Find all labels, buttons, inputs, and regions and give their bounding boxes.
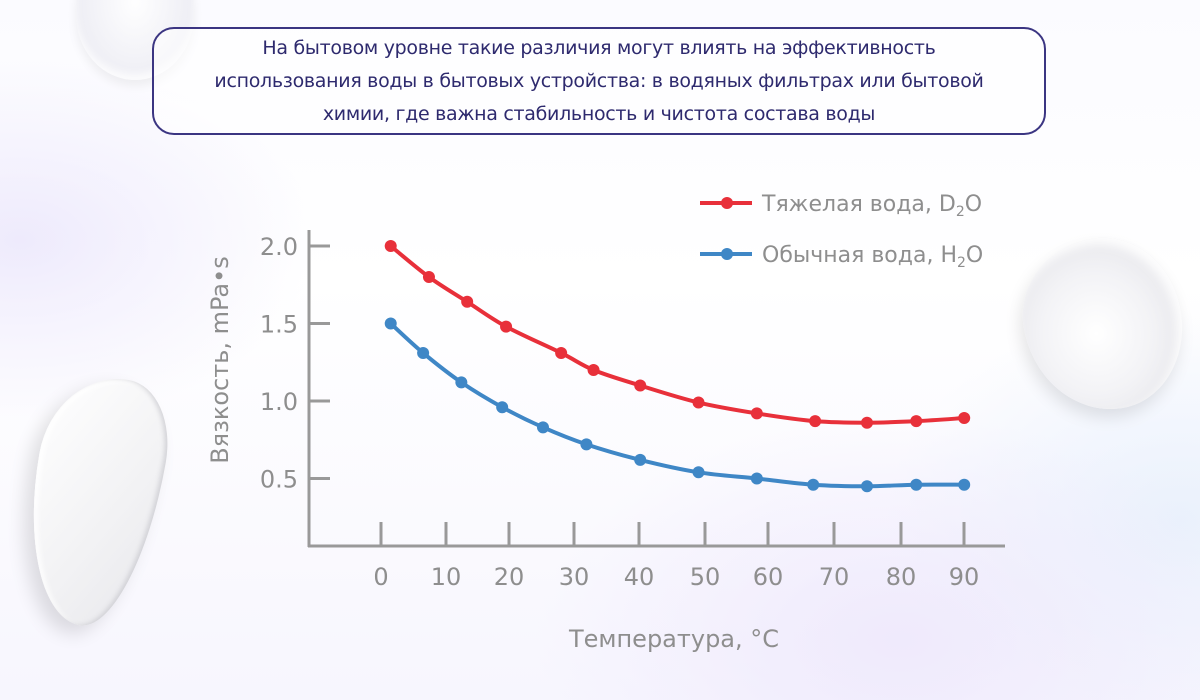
x-tick-label: 30 xyxy=(559,563,590,591)
y-axis-ticks: 0.5 1.0 1.5 2.0 xyxy=(260,233,330,494)
data-point xyxy=(692,396,705,409)
legend-item: Тяжелая вода, D2O xyxy=(700,192,982,220)
x-tick-label: 60 xyxy=(753,563,784,591)
y-axis-title: Вязкость, mPa•s xyxy=(206,256,234,464)
data-point xyxy=(587,364,600,376)
legend-label: Обычная вода, H2O xyxy=(762,243,983,271)
chart-axes: 0.5 1.0 1.5 2.0 0 10 20 30 40 50 60 70 80 90 xyxy=(260,230,1005,591)
series-heavy-water xyxy=(384,240,971,429)
series-line xyxy=(388,321,967,489)
y-tick-label: 1.5 xyxy=(260,311,298,339)
callout-text: На бытовом уровне такие различия могут в… xyxy=(214,36,984,125)
x-axis-ticks: 0 10 20 30 40 50 60 70 80 90 xyxy=(373,522,979,591)
data-point xyxy=(692,466,705,479)
info-callout: На бытовом уровне такие различия могут в… xyxy=(152,27,1046,135)
data-point xyxy=(496,401,509,414)
data-point xyxy=(861,416,873,429)
data-point xyxy=(422,271,435,283)
data-point xyxy=(537,421,549,434)
data-point xyxy=(809,415,822,428)
data-point xyxy=(750,472,763,485)
x-tick-label: 40 xyxy=(624,563,655,591)
x-tick-label: 90 xyxy=(949,563,980,591)
data-point xyxy=(958,412,971,425)
x-tick-label: 70 xyxy=(819,563,850,591)
series-regular-water xyxy=(384,317,971,493)
legend-label: Тяжелая вода, D2O xyxy=(761,192,982,220)
data-point xyxy=(910,478,923,491)
chart-legend: Тяжелая вода, D2O Обычная вода, H2O xyxy=(700,192,983,271)
data-point xyxy=(384,240,397,252)
x-tick-label: 0 xyxy=(373,563,388,591)
data-point xyxy=(910,415,923,428)
data-point xyxy=(750,407,763,420)
data-point xyxy=(500,320,513,333)
y-tick-label: 1.0 xyxy=(260,388,298,416)
data-point xyxy=(807,478,820,491)
x-axis-title: Температура, °C xyxy=(568,625,779,653)
y-tick-label: 2.0 xyxy=(260,233,298,261)
data-point xyxy=(555,346,568,359)
series-line xyxy=(388,244,967,425)
x-tick-label: 10 xyxy=(431,563,462,591)
data-point xyxy=(461,295,474,308)
data-point xyxy=(634,379,647,392)
legend-marker-icon xyxy=(721,248,733,260)
y-tick-label: 0.5 xyxy=(260,466,298,494)
data-point xyxy=(384,317,397,330)
data-point xyxy=(634,453,647,466)
x-tick-label: 20 xyxy=(494,563,525,591)
data-point xyxy=(861,480,873,493)
legend-marker-icon xyxy=(721,197,733,209)
data-point xyxy=(455,376,468,389)
data-point xyxy=(417,346,430,359)
data-point xyxy=(580,438,593,451)
x-tick-label: 80 xyxy=(886,563,917,591)
x-tick-label: 50 xyxy=(690,563,721,591)
data-point xyxy=(958,478,971,491)
chart-series xyxy=(384,240,971,493)
legend-item: Обычная вода, H2O xyxy=(700,243,983,271)
